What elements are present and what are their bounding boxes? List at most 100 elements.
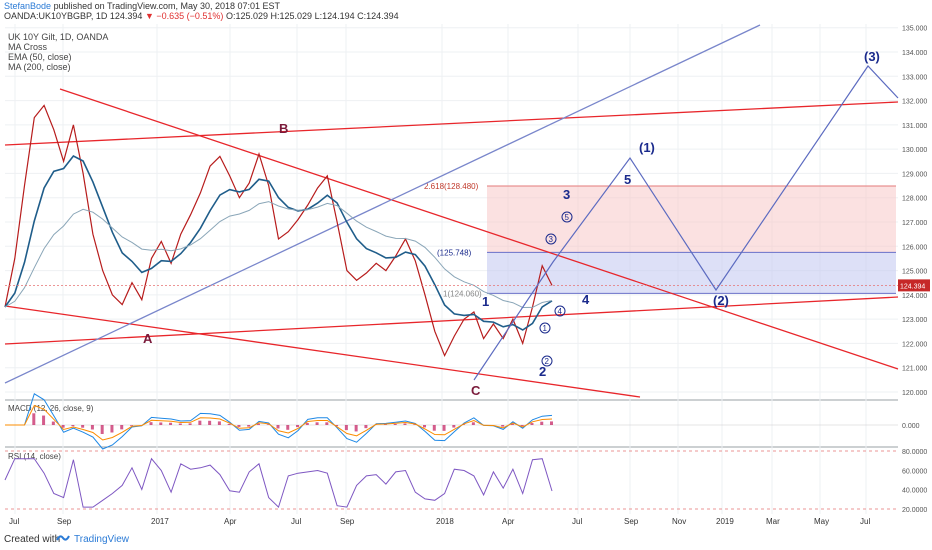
y-tick-label: 128.000	[902, 196, 927, 203]
macd-histogram-bar	[120, 425, 124, 430]
last-price-label: 124.394	[900, 283, 925, 290]
ma-200-line	[4, 201, 553, 309]
macd-histogram-bar	[335, 425, 339, 427]
minor-wave-circle	[554, 305, 566, 317]
high-value: H:125.029	[270, 11, 313, 21]
macd-signal-line	[5, 404, 553, 441]
y-tick-label: 123.000	[902, 317, 927, 324]
minor-wave-label: 5	[565, 213, 570, 222]
x-tick-label: Nov	[672, 517, 686, 526]
rsi-y-tick: 60.0000	[902, 468, 927, 475]
macd-histogram-bar	[71, 425, 75, 427]
macd-histogram-bar	[315, 422, 319, 425]
macd-histogram-bar	[256, 423, 260, 425]
x-tick-label: Jul	[572, 517, 582, 526]
tradingview-logo-icon	[56, 535, 70, 541]
trendline-descending-top	[59, 88, 899, 370]
trendline-ascending	[4, 24, 761, 384]
y-tick-label: 125.000	[902, 269, 927, 276]
x-tick-label: Sep	[57, 517, 72, 526]
minor-wave-circle	[539, 322, 551, 334]
minor-wave-label: 4	[558, 307, 563, 316]
y-tick-label: 121.000	[902, 366, 927, 373]
macd-histogram-bar	[383, 424, 387, 425]
close-value: C:124.394	[357, 11, 399, 21]
wave-label-4: 4	[582, 292, 590, 307]
created-with-text: Created with	[4, 534, 61, 545]
published-text: published on TradingView.com, May 30, 20…	[53, 1, 281, 11]
y-tick-label: 130.000	[902, 147, 927, 154]
macd-histogram-bar	[129, 425, 133, 426]
legend-title: UK 10Y Gilt, 1D, OANDA	[8, 32, 109, 42]
macd-histogram-bar	[227, 423, 231, 425]
last-price-badge	[898, 279, 930, 292]
trendline-descending-bottom	[4, 305, 641, 398]
macd-histogram-bar	[90, 425, 94, 430]
macd-histogram-bar	[432, 425, 436, 431]
y-tick-label: 132.000	[902, 99, 927, 106]
wave-label-p3p: (3)	[864, 49, 880, 64]
x-tick-label: Mar	[766, 517, 780, 526]
macd-histogram-bar	[149, 422, 153, 425]
x-tick-label: Jul	[291, 517, 301, 526]
minor-wave-label: 2	[545, 357, 550, 366]
macd-histogram-bar	[110, 425, 114, 433]
wave-label-3: 3	[563, 187, 570, 202]
trendline-lower-support	[4, 296, 899, 345]
wave-label-p2p: (2)	[713, 293, 729, 308]
minor-wave-label: 1	[543, 324, 548, 333]
macd-histogram-bar	[81, 425, 85, 428]
wave-label-p1p: (1)	[639, 140, 655, 155]
macd-histogram-bar	[61, 425, 65, 428]
wave-label-5: 5	[624, 172, 631, 187]
rsi-y-tick: 80.0000	[902, 449, 927, 456]
y-tick-label: 131.000	[902, 123, 927, 130]
x-tick-label: 2019	[716, 517, 734, 526]
macd-histogram-bar	[471, 422, 475, 425]
x-tick-label: Sep	[624, 517, 639, 526]
legend-ma-cross[interactable]: MA Cross	[8, 42, 48, 52]
y-tick-label: 134.000	[902, 50, 927, 57]
wave-label-A: A	[143, 331, 153, 346]
macd-histogram-bar	[403, 423, 407, 425]
open-value: O:125.029	[225, 11, 268, 21]
ema-50-line	[4, 154, 553, 331]
macd-label: MACD (12, 26, close, 9)	[8, 404, 94, 413]
x-tick-label: May	[814, 517, 829, 526]
macd-histogram-bar	[510, 423, 514, 425]
last-price: 124.394	[109, 11, 143, 21]
price-chart[interactable]: 120.000121.000122.000123.000124.000125.0…	[0, 0, 932, 528]
macd-histogram-bar	[452, 425, 456, 428]
legend-ema-50[interactable]: EMA (50, close)	[8, 52, 72, 62]
macd-histogram-bar	[344, 425, 348, 431]
minor-wave-circle	[561, 211, 573, 223]
projection-path	[473, 65, 899, 381]
y-tick-label: 133.000	[902, 74, 927, 81]
x-tick-label: 2018	[436, 517, 454, 526]
tradingview-brand-link[interactable]: TradingView	[74, 534, 130, 545]
macd-histogram-bar	[501, 425, 505, 427]
macd-histogram-bar	[276, 425, 280, 429]
price-line	[4, 104, 553, 358]
macd-histogram-bar	[325, 422, 329, 425]
author-link[interactable]: StefanBode	[4, 1, 52, 11]
macd-histogram-bar	[530, 423, 534, 425]
legend-ma-200[interactable]: MA (200, close)	[8, 62, 71, 72]
macd-histogram-bar	[550, 421, 553, 425]
macd-histogram-bar	[159, 422, 163, 425]
macd-histogram-bar	[188, 423, 192, 425]
chart-header: StefanBode published on TradingView.com,…	[0, 0, 932, 22]
macd-histogram-bar	[364, 425, 368, 429]
macd-histogram-bar	[286, 425, 290, 430]
minor-wave-circle	[545, 233, 557, 245]
macd-histogram-bar	[169, 422, 173, 425]
fib-label-1: 1(124.060)	[443, 289, 482, 298]
minor-wave-label: 3	[549, 235, 554, 244]
macd-histogram-bar	[354, 425, 358, 432]
macd-histogram-bar	[413, 424, 417, 425]
macd-histogram-bar	[237, 425, 241, 427]
y-tick-label: 127.000	[902, 220, 927, 227]
footer: Created with TradingView	[0, 528, 932, 550]
rsi-y-tick: 20.0000	[902, 507, 927, 514]
macd-histogram-bar	[442, 425, 446, 431]
